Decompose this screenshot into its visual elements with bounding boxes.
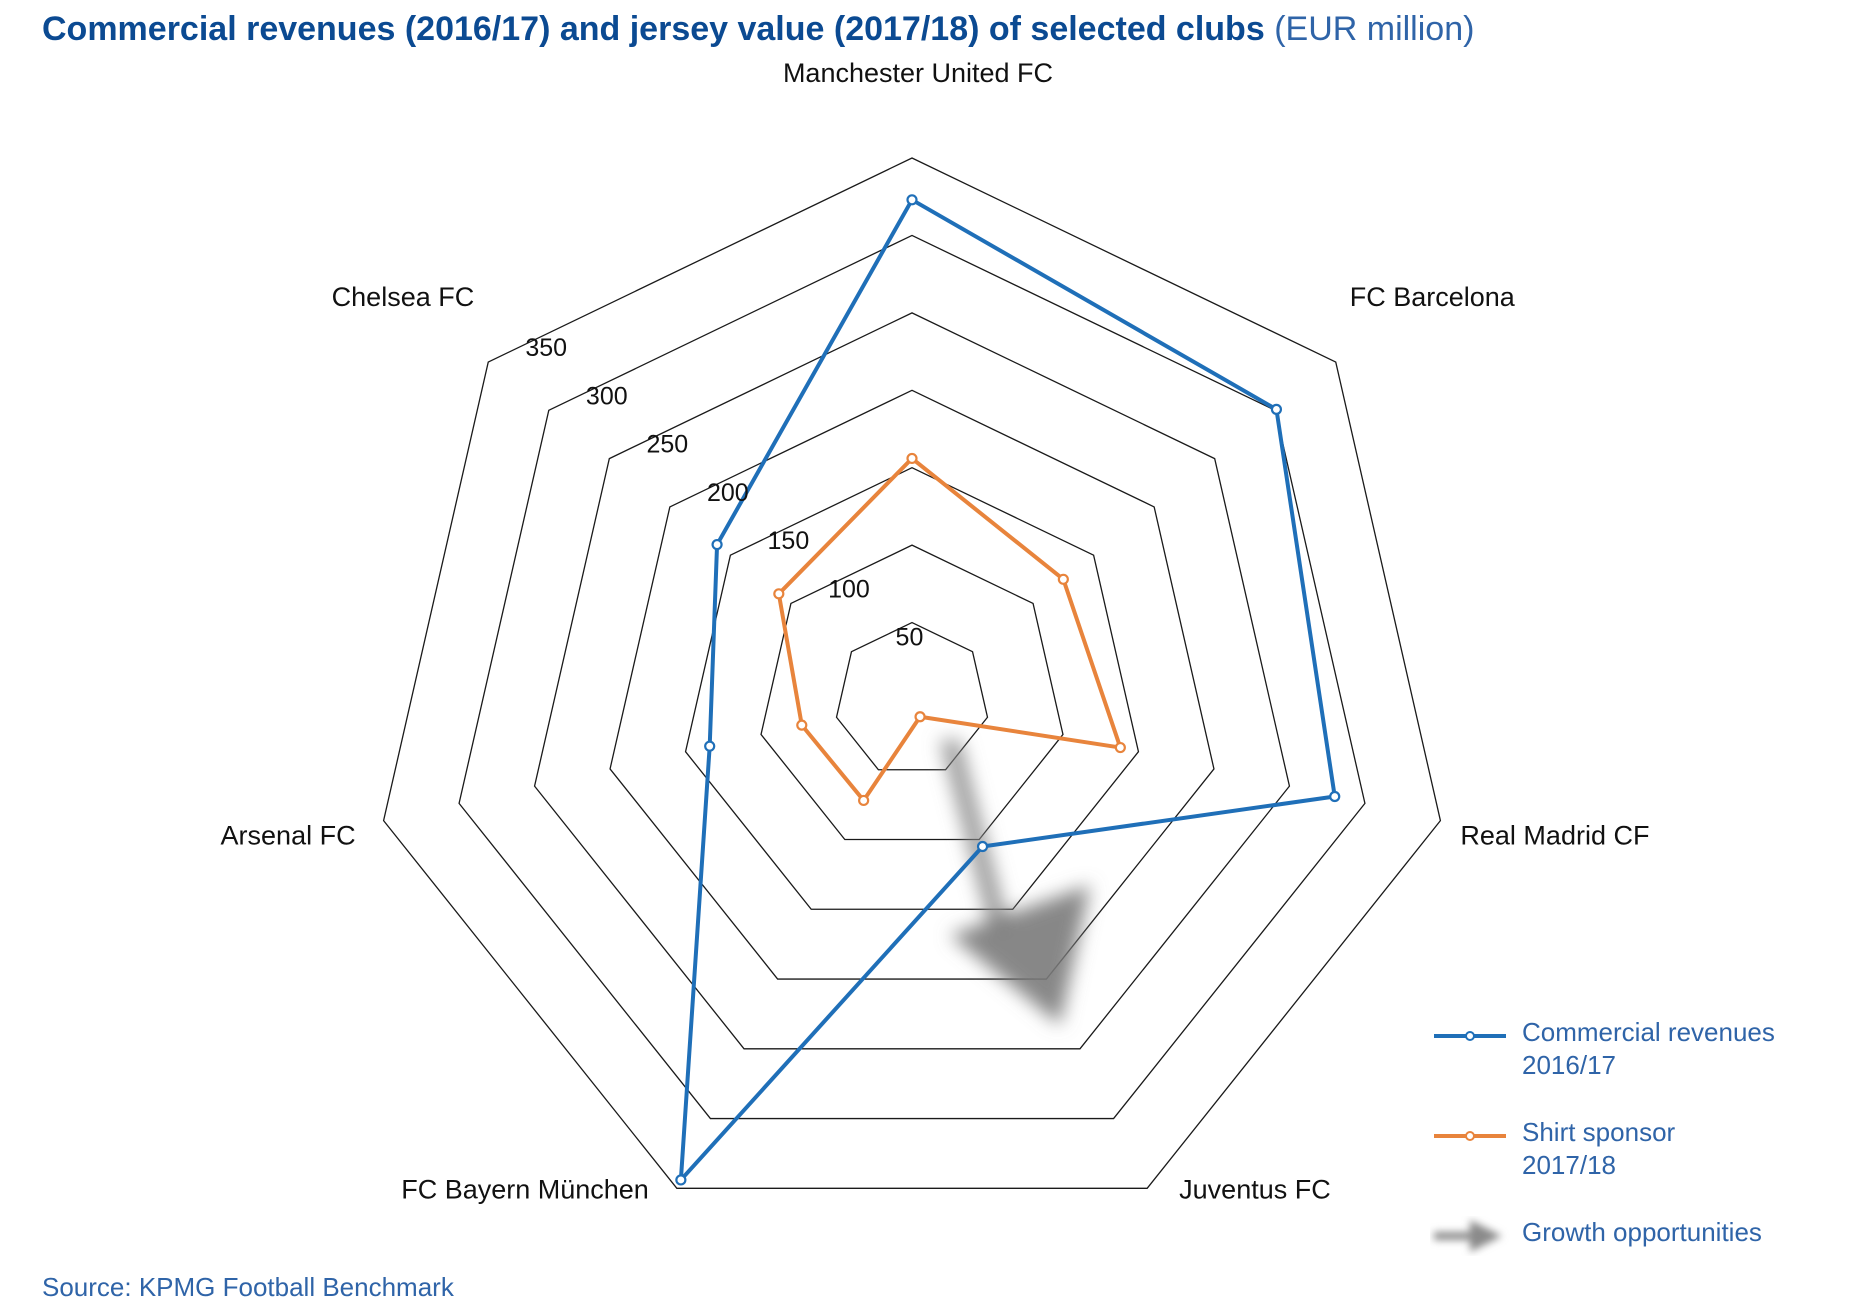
category-label-3: Juventus FC	[1179, 1174, 1331, 1204]
legend-item-commercial: Commercial revenues 2016/17	[1430, 1016, 1830, 1080]
grid-ring-300	[458, 234, 1366, 1120]
legend-label-commercial-1: Commercial revenues	[1522, 1017, 1775, 1047]
growth-arrow	[940, 740, 1090, 1025]
series-line-0	[678, 197, 1337, 1182]
grid-ring-200	[609, 389, 1215, 980]
arrow-icon	[1434, 1220, 1502, 1252]
tick-label-250: 250	[646, 431, 688, 459]
grid-ring-50	[835, 621, 989, 771]
series-0-point-1	[1270, 403, 1283, 415]
radar-grid	[382, 157, 1442, 1189]
series-1-point-3	[914, 711, 926, 723]
legend-label-shirt-2: 2017/18	[1522, 1150, 1616, 1180]
legend-item-growth: Growth opportunities	[1430, 1216, 1830, 1252]
series-1-point-2	[1114, 741, 1126, 754]
legend-label-growth: Growth opportunities	[1522, 1217, 1762, 1247]
chart-title: Commercial revenues (2016/17) and jersey…	[42, 10, 1474, 49]
category-label-5: Arsenal FC	[221, 821, 356, 851]
legend-line-commercial	[1434, 1031, 1506, 1041]
series-0-point-5	[704, 740, 716, 752]
legend-line-shirt	[1434, 1131, 1506, 1141]
series-1-point-1	[1057, 573, 1069, 585]
category-label-6: Chelsea FC	[332, 282, 475, 312]
radar-series	[675, 194, 1341, 1186]
grid-ring-350	[382, 157, 1442, 1189]
series-1-point-0	[906, 452, 918, 465]
tick-label-300: 300	[586, 382, 628, 410]
series-0-point-3	[976, 840, 989, 853]
chart-title-main: Commercial revenues (2016/17) and jersey…	[42, 10, 1265, 48]
radar-labels: 50 100 150 200 250 300 350 Manchester United FC…	[221, 58, 1650, 1204]
series-line-1	[776, 456, 1123, 803]
series-0-point-0	[906, 194, 918, 206]
chart-title-unit: (EUR million)	[1274, 10, 1475, 48]
tick-label-350: 350	[525, 334, 567, 362]
category-label-1: FC Barcelona	[1350, 282, 1516, 312]
legend-label-commercial-2: 2016/17	[1522, 1050, 1616, 1080]
growth-arrow-shape	[940, 740, 1090, 1025]
grid-ring-250	[533, 312, 1291, 1050]
series-0-point-4	[675, 1174, 687, 1186]
legend-label-shirt-1: Shirt sponsor	[1522, 1117, 1676, 1147]
category-label-0: Manchester United FC	[783, 58, 1053, 88]
tick-label-150: 150	[768, 527, 810, 555]
category-label-4: FC Bayern München	[401, 1174, 649, 1204]
series-1-point-6	[773, 588, 785, 600]
legend-item-shirt: Shirt sponsor 2017/18	[1430, 1116, 1830, 1180]
tick-label-50: 50	[896, 624, 924, 652]
tick-label-100: 100	[828, 575, 870, 603]
series-1-point-4	[858, 794, 870, 807]
grid-ring-150	[684, 466, 1140, 910]
source-note: Source: KPMG Football Benchmark	[42, 1272, 454, 1302]
legend: Commercial revenues 2016/17 Shirt sponso…	[1430, 1016, 1830, 1252]
tick-label-200: 200	[707, 479, 749, 507]
grid-ring-100	[760, 544, 1064, 841]
category-label-2: Real Madrid CF	[1460, 821, 1649, 851]
series-1-point-5	[796, 719, 808, 731]
series-0-point-2	[1329, 790, 1341, 803]
series-0-point-6	[711, 538, 723, 551]
